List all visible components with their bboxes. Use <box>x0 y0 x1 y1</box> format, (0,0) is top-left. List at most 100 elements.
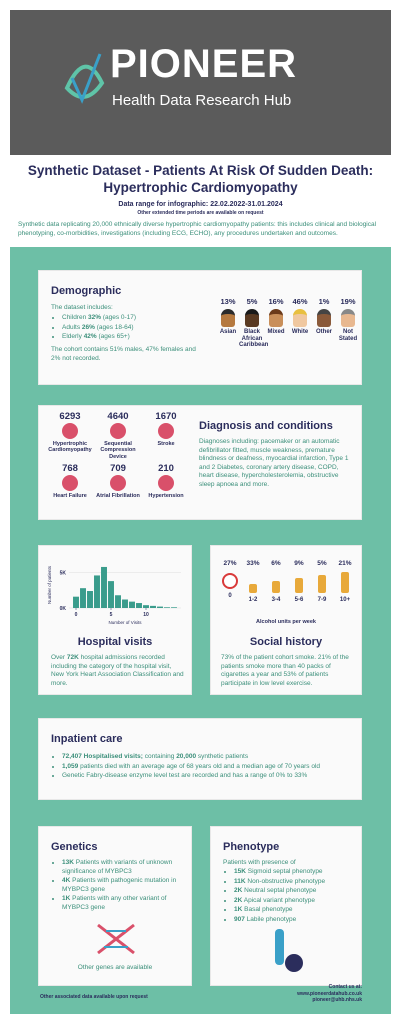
list-item: 72,407 Hospitalised visits; containing 2… <box>62 753 356 762</box>
bold-text: 4K <box>62 877 71 885</box>
bold-text: 11K <box>234 877 246 885</box>
text: containing <box>142 753 177 760</box>
label: Hypertrophic Cardiomyopathy <box>48 440 92 454</box>
description: Synthetic data replicating 20,000 ethnic… <box>18 221 377 237</box>
text: Adults <box>62 323 82 331</box>
diagnosis-card: 6293 Hypertrophic Cardiomyopathy 4640 Seque… <box>38 405 362 520</box>
person-icon <box>269 309 283 327</box>
condition-icon <box>110 422 126 439</box>
list-item: Children 32% (ages 0-17) <box>62 314 201 323</box>
phenotype-card: Phenotype Patients with presence of 15K … <box>210 826 362 986</box>
percent: 21% <box>338 560 352 567</box>
drink-icon <box>249 584 257 593</box>
list: Children 32% (ages 0-17)Adults 26% (ages… <box>51 314 201 342</box>
alcohol-item: 9% 5-6 <box>288 560 310 603</box>
ethnicity-item: 5% Black African Caribbean <box>239 297 268 349</box>
bar <box>122 599 128 608</box>
list-item: 1K Basal phenotype <box>234 906 357 915</box>
heading: Demographic <box>51 285 122 297</box>
count: 709 <box>110 463 126 474</box>
text: Patients with any other variant of MYBPC… <box>62 895 167 911</box>
label: 10+ <box>339 597 351 603</box>
percent: 13% <box>220 297 236 306</box>
text: Elderly <box>62 333 84 341</box>
text: Sigmoid septal phenotype <box>245 868 323 875</box>
date-note: Other extended time periods are availabl… <box>137 210 264 216</box>
bar <box>87 591 93 608</box>
list-item: Elderly 42% (ages 65+) <box>62 333 201 342</box>
list: 13K Patients with variants of unknown si… <box>51 859 185 913</box>
percent: 5% <box>317 560 327 567</box>
label: 0 <box>228 593 232 599</box>
label: Atrial Fibrillation <box>96 492 140 499</box>
bar <box>136 603 142 608</box>
bar <box>80 588 86 608</box>
text: Neutral septal phenotype <box>242 887 317 895</box>
text: (ages 0-17) <box>101 314 137 321</box>
heading: Genetics <box>51 841 98 853</box>
bold-text: 1K <box>62 895 71 903</box>
logo-subtitle: Health Data Research Hub <box>112 92 292 109</box>
text: (ages 18-64) <box>94 323 134 331</box>
percent: 9% <box>294 560 304 567</box>
bar <box>143 605 149 608</box>
bold-text: 1K <box>234 906 243 914</box>
tube-icon <box>275 929 303 972</box>
person-icon <box>221 309 235 327</box>
percent: 1% <box>318 297 330 306</box>
condition: 4640 Sequential Compression Device <box>93 411 143 460</box>
text: Children <box>62 314 89 321</box>
list-item: 2K Neutral septal phenotype <box>234 887 357 896</box>
condition: 210 Hypertension <box>141 464 191 499</box>
percent: 27% <box>223 560 237 567</box>
histogram: Number of patients Number of Visits 0K 5K 0 5… <box>47 565 181 625</box>
count: 4640 <box>107 411 129 422</box>
condition: 768 Heart Failure <box>45 463 95 499</box>
person-icon <box>245 309 259 327</box>
genetics-card: Genetics 13K Patients with variants of u… <box>38 826 192 986</box>
alcohol-item: 33% 1-2 <box>242 560 264 603</box>
dna-icon <box>97 923 135 955</box>
alcohol-item: 6% 3-4 <box>265 560 287 603</box>
list-item: 1,059 patients died with an average age … <box>62 763 356 772</box>
drink-icon <box>222 573 238 589</box>
bar <box>157 606 163 608</box>
bold-text: 13K <box>62 859 74 866</box>
inpatient-list: 72,407 Hospitalised visits; containing 2… <box>51 753 356 782</box>
list: 72,407 Hospitalised visits; containing 2… <box>51 753 356 781</box>
title: Synthetic Dataset - Patients At Risk Of … <box>27 163 374 195</box>
percent: 46% <box>292 297 308 306</box>
percent: 19% <box>340 297 356 306</box>
diagnosis-text: Diagnoses including: pacemaker or an aut… <box>199 438 349 488</box>
ethnicity-item: 1% Other <box>311 297 337 336</box>
count: 768 <box>62 463 78 474</box>
contact-label: Contact us at: <box>328 984 362 990</box>
text: Labile phenotype <box>244 915 297 923</box>
label: Hypertension <box>148 492 184 499</box>
bar <box>101 566 107 608</box>
label: White <box>291 329 309 335</box>
label: Asian <box>219 329 237 335</box>
label: 3-4 <box>271 597 281 603</box>
percent: 6% <box>271 560 281 567</box>
list-item: 11K Non-obstructive phenotype <box>234 878 357 887</box>
text: Patients with pathogenic mutation in MYB… <box>62 877 177 893</box>
ethnicity-item: 13% Asian <box>215 297 241 336</box>
percent: 33% <box>246 560 260 567</box>
y-tick-label: 0K <box>60 606 67 612</box>
website: www.pioneerdatahub.co.uk <box>297 990 362 997</box>
text: patients died with an average age of 68 … <box>78 762 321 770</box>
drink-icon <box>295 578 303 593</box>
bar <box>164 607 170 608</box>
bold-text: 32% <box>88 314 102 321</box>
x-tick-label: 5 <box>110 612 113 618</box>
alcohol-item: 21% 10+ <box>334 560 356 603</box>
bold-text: 1,059 <box>62 762 79 770</box>
bar <box>150 605 156 608</box>
condition: 1670 Stroke <box>141 412 191 447</box>
bar <box>171 607 177 608</box>
label: Mixed <box>267 329 285 335</box>
heading: Phenotype <box>223 841 280 853</box>
y-tick-label: 5K <box>60 571 67 577</box>
